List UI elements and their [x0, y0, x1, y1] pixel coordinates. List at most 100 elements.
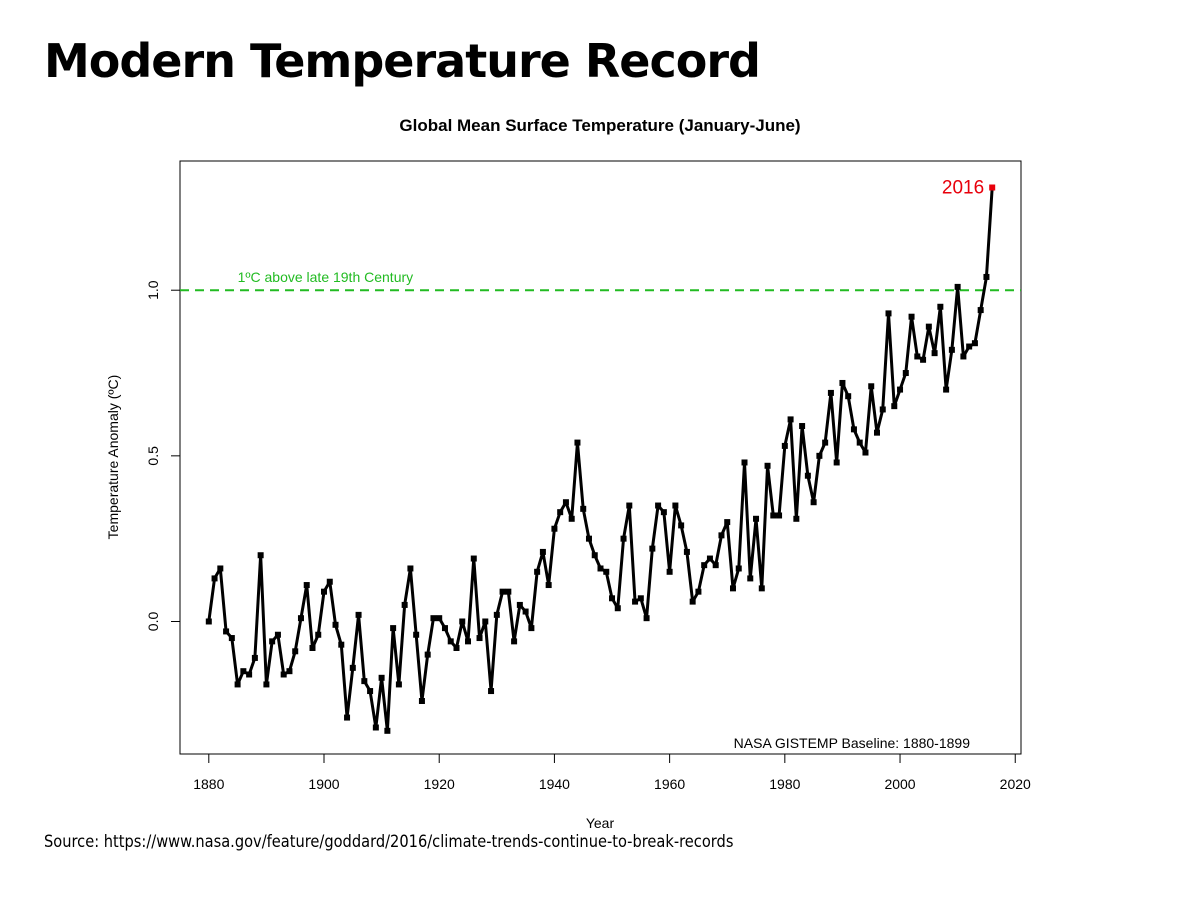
data-point: [822, 439, 829, 446]
data-point: [217, 565, 224, 572]
data-point: [470, 555, 477, 562]
data-point: [280, 671, 287, 678]
data-point: [868, 383, 875, 390]
x-tick-label: 1940: [539, 776, 570, 792]
data-point: [274, 631, 281, 638]
data-point: [683, 548, 690, 555]
x-tick-label: 1920: [424, 776, 455, 792]
data-point: [338, 641, 345, 648]
data-point: [712, 562, 719, 569]
data-point: [960, 353, 967, 360]
data-point: [441, 625, 448, 632]
data-point: [568, 515, 575, 522]
data-point: [499, 588, 506, 595]
data-point: [833, 459, 840, 466]
data-point: [562, 499, 569, 506]
data-point: [585, 535, 592, 542]
data-point: [447, 638, 454, 645]
chart-title: Global Mean Surface Temperature (January…: [399, 116, 800, 135]
data-point: [649, 545, 656, 552]
data-point: [528, 625, 535, 632]
data-point: [211, 575, 218, 582]
y-axis-label: Temperature Anomaly (ºC): [105, 375, 121, 540]
data-point: [355, 611, 362, 618]
data-point: [776, 512, 783, 519]
data-point: [488, 688, 495, 695]
data-point: [741, 459, 748, 466]
plot-area: 1880 1900 1920 1940 1960 1980 2000 2020 0.0 0.5 1.…: [145, 160, 1031, 792]
data-point: [286, 668, 293, 675]
data-point: [839, 379, 846, 386]
data-point: [344, 714, 351, 721]
data-point: [643, 615, 650, 622]
data-point: [436, 615, 443, 622]
data-point: [954, 283, 961, 290]
data-point: [297, 615, 304, 622]
data-point: [476, 635, 483, 642]
data-point: [545, 582, 552, 589]
data-point: [574, 439, 581, 446]
data-point: [891, 403, 898, 410]
data-point: [632, 598, 639, 605]
data-point: [908, 313, 915, 320]
y-tick-label: 0.5: [145, 446, 161, 466]
data-point: [367, 688, 374, 695]
data-point: [689, 598, 696, 605]
data-point: [937, 303, 944, 310]
data-point: [879, 406, 886, 413]
plot-frame: [179, 160, 1022, 755]
data-point: [326, 578, 333, 585]
data-point: [770, 512, 777, 519]
data-point: [534, 568, 541, 575]
data-point: [666, 568, 673, 575]
threshold-label: 1ºC above late 19th Century: [238, 269, 414, 285]
y-tick-label: 1.0: [145, 280, 161, 300]
data-point: [557, 509, 564, 516]
data-point: [614, 605, 621, 612]
data-point: [597, 565, 604, 572]
data-point: [378, 674, 385, 681]
x-tick-label: 2000: [884, 776, 915, 792]
source-citation: Source: https://www.nasa.gov/feature/god…: [44, 832, 734, 852]
data-point: [781, 442, 788, 449]
data-point: [453, 644, 460, 651]
data-point: [862, 449, 869, 456]
data-point: [943, 386, 950, 393]
data-point: [747, 575, 754, 582]
data-point: [827, 389, 834, 396]
data-point: [516, 601, 523, 608]
data-point: [401, 601, 408, 608]
data-point: [522, 608, 529, 615]
data-point: [303, 582, 310, 589]
data-point: [223, 628, 230, 635]
data-point: [361, 678, 368, 685]
data-point: [228, 635, 235, 642]
data-point: [799, 423, 806, 430]
data-point: [695, 588, 702, 595]
data-point: [539, 548, 546, 555]
data-point: [315, 631, 322, 638]
data-point: [931, 350, 938, 357]
data-point: [511, 638, 518, 645]
data-point: [332, 621, 339, 628]
data-point: [430, 615, 437, 622]
data-point: [897, 386, 904, 393]
data-point: [902, 370, 909, 377]
data-point: [793, 515, 800, 522]
data-point: [655, 502, 662, 509]
data-point: [465, 638, 472, 645]
highlight-point: [989, 184, 996, 191]
data-point: [620, 535, 627, 542]
data-point: [977, 307, 984, 314]
data-point: [804, 472, 811, 479]
data-point: [753, 515, 760, 522]
data-point: [246, 671, 253, 678]
data-point: [251, 654, 258, 661]
data-point: [390, 625, 397, 632]
data-point: [701, 562, 708, 569]
data-point: [263, 681, 270, 688]
highlight-label: 2016: [942, 178, 984, 199]
x-tick-label: 1960: [654, 776, 685, 792]
slide-title: Modern Temperature Record: [44, 34, 761, 88]
data-point: [925, 323, 932, 330]
